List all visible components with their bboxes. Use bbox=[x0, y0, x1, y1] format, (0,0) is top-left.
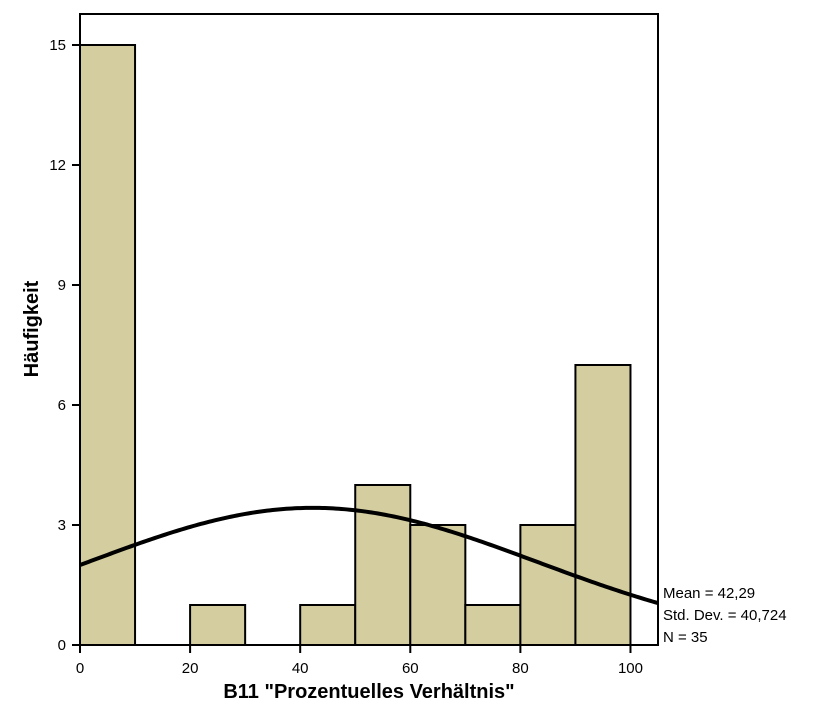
x-tick-label: 80 bbox=[512, 660, 529, 677]
x-tick-label: 60 bbox=[402, 660, 419, 677]
x-axis-title: B11 "Prozentuelles Verhältnis" bbox=[223, 681, 514, 703]
x-tick-label: 20 bbox=[182, 660, 199, 677]
histogram-bar-0-10 bbox=[79, 44, 137, 646]
histogram-bar-20-30 bbox=[189, 604, 247, 646]
histogram-bar-90-100 bbox=[574, 364, 632, 646]
n-label: N = 35 bbox=[663, 629, 708, 646]
y-tick-label: 6 bbox=[58, 397, 66, 414]
y-tick-label: 3 bbox=[58, 517, 66, 534]
y-axis-title: Häufigkeit bbox=[21, 280, 43, 377]
x-tick-label: 40 bbox=[292, 660, 309, 677]
y-tick-label: 15 bbox=[49, 37, 66, 54]
y-axis: 0 3 6 9 12 15 bbox=[49, 37, 80, 654]
y-tick-label: 0 bbox=[58, 637, 66, 654]
x-tick-label: 100 bbox=[618, 660, 643, 677]
normal-curve bbox=[79, 505, 659, 606]
mean-label: Mean = 42,29 bbox=[663, 585, 755, 602]
x-tick-label: 0 bbox=[76, 660, 84, 677]
std-dev-label: Std. Dev. = 40,724 bbox=[663, 607, 787, 624]
y-tick-label: 12 bbox=[49, 157, 66, 174]
histogram-bar-50-60 bbox=[354, 484, 412, 646]
x-axis: 0 20 40 60 80 100 bbox=[76, 645, 643, 677]
y-tick-label: 9 bbox=[58, 277, 66, 294]
histogram-bar-40-50 bbox=[299, 604, 357, 646]
histogram-bar-70-80 bbox=[464, 604, 522, 646]
histogram-bar-60-70 bbox=[409, 524, 467, 646]
histogram-bar-80-90 bbox=[519, 524, 577, 646]
